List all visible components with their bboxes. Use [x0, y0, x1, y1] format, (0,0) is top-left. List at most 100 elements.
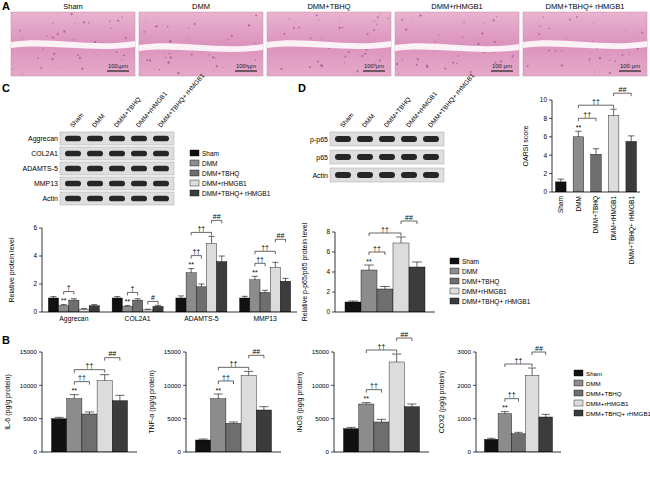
nucleus — [121, 17, 122, 18]
significance-mark: †† — [378, 343, 386, 350]
bar — [345, 302, 361, 312]
y-axis — [476, 352, 477, 452]
legend-label: DMM+TBHQ — [202, 170, 239, 178]
nucleus — [548, 28, 550, 30]
significance-mark: †† — [373, 245, 381, 252]
y-tick — [39, 352, 42, 353]
legend-swatch — [190, 190, 199, 196]
nucleus — [248, 24, 250, 26]
nucleus — [452, 62, 454, 64]
nucleus — [79, 57, 81, 59]
significance-mark: ## — [405, 214, 413, 221]
bar — [556, 182, 567, 192]
legend-label: DMM+rHMGB1 — [462, 288, 507, 295]
legend-swatch — [574, 390, 583, 396]
membrane — [330, 168, 444, 182]
y-tick-label: 5000 — [315, 415, 329, 422]
legend-swatch — [574, 410, 583, 416]
nucleus — [81, 68, 83, 70]
significance-mark: # — [151, 294, 155, 301]
legend-swatch — [574, 400, 583, 406]
nucleus — [309, 66, 311, 68]
nucleus — [641, 32, 643, 34]
y-tick-label: 0 — [34, 448, 38, 455]
bar — [344, 429, 359, 452]
legend-label: DMM+TBHQ+ rHMGB1 — [586, 410, 650, 417]
significance-bracket — [191, 256, 201, 259]
y-tick — [549, 192, 552, 193]
nucleus — [317, 61, 319, 63]
nucleus — [318, 19, 319, 20]
significance-mark: ** — [252, 269, 258, 276]
legend-swatch — [450, 298, 459, 304]
error-bar — [242, 296, 248, 298]
nucleus — [340, 19, 342, 21]
band — [131, 196, 147, 202]
error-bar — [542, 414, 550, 417]
y-tick — [549, 118, 552, 119]
plot-marks — [485, 368, 553, 452]
x-axis — [335, 312, 435, 313]
significance-bracket — [74, 370, 104, 373]
error-bar — [259, 407, 268, 410]
nucleus — [396, 63, 398, 65]
y-tick — [549, 136, 552, 137]
band — [109, 196, 125, 202]
panel-label: D — [298, 82, 306, 94]
significance-mark: †† — [592, 98, 600, 105]
bar — [525, 375, 539, 452]
legend-swatch — [450, 288, 459, 294]
significance-bracket — [212, 220, 222, 223]
y-tick — [549, 173, 552, 174]
y-tick — [473, 452, 476, 453]
error-bar — [282, 278, 288, 281]
plot-marks — [48, 236, 290, 312]
nucleus — [208, 54, 209, 55]
bar — [112, 401, 127, 452]
error-bar — [501, 412, 509, 414]
nucleus — [52, 58, 54, 60]
bar — [67, 399, 82, 452]
tissue — [11, 12, 135, 76]
y-tick-label: 0 — [326, 448, 330, 455]
significance-bracket — [275, 239, 285, 242]
band — [131, 166, 147, 172]
nucleus — [280, 68, 282, 70]
nucleus — [458, 55, 459, 56]
legend-swatch — [190, 180, 199, 186]
nucleus — [169, 53, 170, 54]
y-tick — [183, 452, 186, 453]
nucleus — [74, 39, 75, 40]
bar — [48, 298, 58, 312]
error-bar — [514, 432, 522, 433]
nucleus — [57, 67, 59, 69]
significance-bracket — [218, 367, 248, 370]
histology-image — [267, 12, 391, 76]
x-tick-label: DMM — [575, 196, 582, 212]
legend-swatch — [190, 150, 199, 156]
error-bar — [55, 417, 64, 418]
y-tick-label: 10000 — [312, 382, 330, 389]
legend-swatch — [190, 160, 199, 166]
nucleus — [116, 51, 118, 53]
nucleus — [194, 23, 196, 25]
significance-bracket — [218, 381, 233, 384]
membrane — [330, 150, 444, 164]
nucleus — [123, 54, 125, 56]
error-bar — [115, 395, 124, 400]
nucleus — [561, 50, 562, 51]
x-tick-label: COL2A1 — [125, 315, 151, 322]
bar — [97, 381, 112, 452]
band — [87, 151, 103, 157]
significance-mark: †† — [381, 226, 389, 233]
x-tick-label: DMM+TBHQ+ rHMGB1 — [628, 196, 636, 265]
blot-row — [60, 192, 174, 205]
significance-bracket — [255, 263, 265, 266]
nucleus — [607, 54, 609, 56]
error-bar — [61, 305, 67, 306]
legend-label: DMM+TBHQ+ rHMGB1 — [462, 298, 531, 306]
significance-bracket — [366, 390, 381, 393]
nucleus — [188, 38, 190, 40]
nucleus — [463, 22, 464, 23]
legend-label: Sham — [202, 150, 219, 157]
